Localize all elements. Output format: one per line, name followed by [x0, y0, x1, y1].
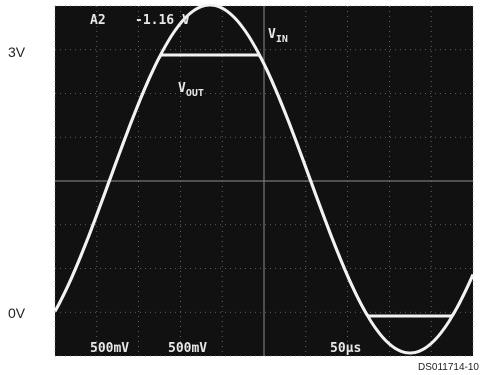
- vout-sub: OUT: [186, 88, 204, 99]
- vin-sub: IN: [276, 34, 288, 45]
- figure-id: DS011714-10: [418, 362, 479, 373]
- vin-main: V: [268, 27, 276, 42]
- graticule: [54, 5, 474, 357]
- channel-label: A2: [90, 13, 106, 28]
- vout-label: VOUT: [178, 81, 204, 99]
- offset-label: -1.16 V: [135, 13, 190, 28]
- scale-label: 500mV: [168, 341, 207, 356]
- level-label: 0V: [8, 305, 26, 321]
- scale-label: 50µs: [330, 341, 361, 356]
- level-label: 3V: [8, 44, 26, 60]
- vout-trace: [53, 53, 475, 318]
- vin-label: VIN: [268, 27, 288, 45]
- scale-label: 500mV: [90, 341, 129, 356]
- vout-main: V: [178, 81, 186, 96]
